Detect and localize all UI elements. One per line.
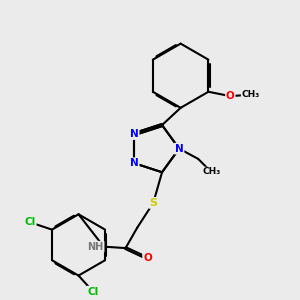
Text: O: O	[143, 253, 152, 263]
Text: CH₃: CH₃	[242, 90, 260, 99]
Text: N: N	[175, 144, 184, 154]
Text: NH: NH	[87, 242, 104, 252]
Text: Cl: Cl	[88, 286, 99, 297]
Text: CH₃: CH₃	[202, 167, 220, 176]
Text: S: S	[149, 198, 157, 208]
Text: O: O	[226, 91, 235, 101]
Text: N: N	[130, 158, 139, 168]
Text: N: N	[130, 129, 139, 139]
Text: Cl: Cl	[25, 217, 36, 227]
